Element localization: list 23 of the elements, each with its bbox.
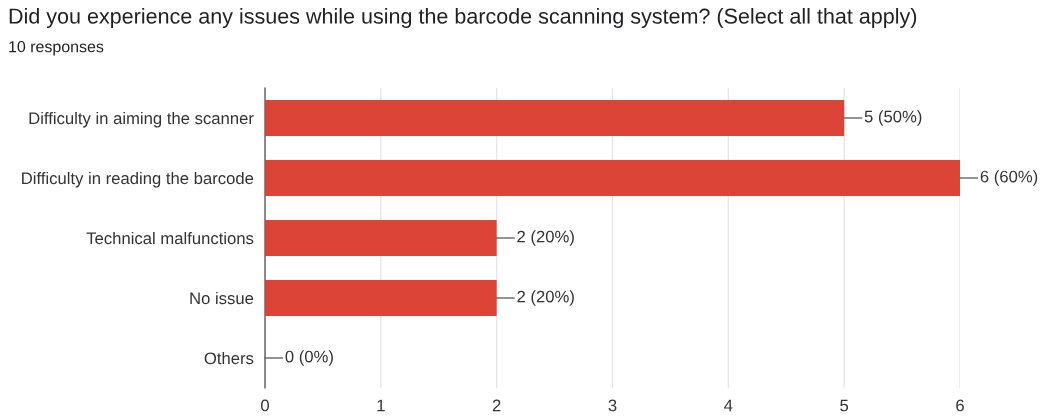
x-tick-label: 3 [608, 399, 617, 412]
y-tick-label: No issue [190, 291, 254, 305]
bar [265, 220, 497, 256]
data-label: 5 (50%) [864, 110, 922, 126]
data-label: 6 (60%) [980, 170, 1038, 186]
x-tick-label: 2 [492, 399, 501, 412]
bar [265, 100, 845, 136]
data-label: 0 (0%) [285, 350, 333, 366]
x-tick-label: 5 [840, 399, 849, 412]
x-tick-label: 6 [956, 399, 964, 412]
data-label: 2 (20%) [517, 290, 574, 306]
y-tick-label: Others [204, 351, 254, 365]
y-tick-label: Difficulty in reading the barcode [22, 171, 254, 188]
y-tick-label: Technical malfunctions [86, 231, 254, 245]
chart-title: Did you experience any issues while using the barcode scanning system? (Select all that apply) [9, 7, 917, 29]
x-tick-label: 1 [377, 399, 385, 412]
data-label: 2 (20%) [517, 230, 574, 246]
bar [265, 280, 497, 316]
y-tick-label: Difficulty in aiming the scanner [29, 111, 254, 128]
bar [265, 160, 960, 196]
text: 10 responses [9, 40, 104, 56]
x-tick-label: 0 [261, 399, 269, 412]
x-tick-label: 4 [724, 399, 733, 412]
